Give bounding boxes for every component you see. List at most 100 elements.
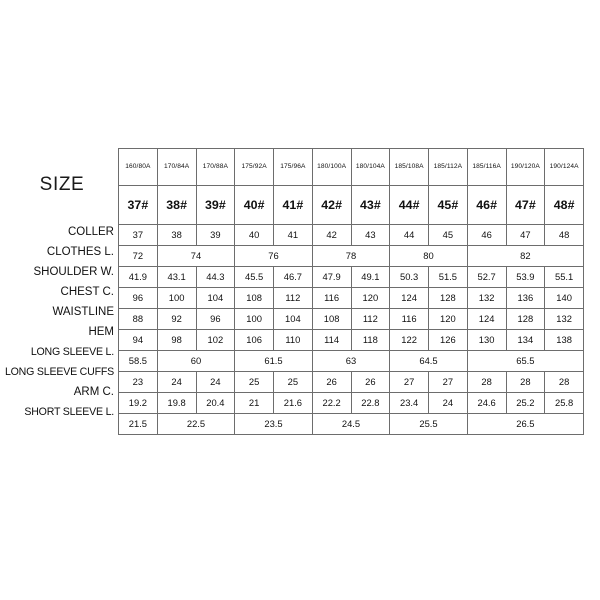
measurement-cell: 80 (389, 245, 468, 267)
measurement-cell: 124 (466, 308, 507, 330)
measurement-cell: 27 (428, 371, 468, 393)
measurement-cell: 130 (466, 329, 507, 351)
measurement-cell: 37 (118, 224, 158, 246)
size-code-cell: 185/108A (389, 148, 429, 186)
row-label: CLOTHES L. (46, 246, 114, 258)
size-code-cell: 175/96A (273, 148, 313, 186)
table-row: 19.2 19.8 20.4 21 21.6 22.2 22.8 23.4 24 24.6 25.2… (118, 392, 584, 414)
size-number-cell: 44# (389, 185, 429, 225)
row-label: SHORT SLEEVE L. (24, 406, 114, 418)
measurement-cell: 128 (505, 308, 546, 330)
measurement-cell: 43.1 (156, 266, 197, 288)
measurement-cell: 114 (311, 329, 352, 351)
size-number-cell: 47# (505, 185, 546, 225)
measurement-cell: 78 (311, 245, 391, 267)
measurement-cell: 27 (389, 371, 429, 393)
measurement-cell: 134 (505, 329, 546, 351)
measurement-cell: 58.5 (118, 350, 158, 372)
size-number-cell: 39# (195, 185, 236, 225)
measurement-cell: 40 (234, 224, 274, 246)
row-label-list: COLLER CLOTHES L. SHOULDER W. CHEST C. WAIST… (4, 222, 116, 422)
measurement-cell: 19.8 (156, 392, 197, 414)
measurement-cell: 72 (118, 245, 158, 267)
measurement-cell: 22.2 (311, 392, 352, 414)
measurement-cell: 120 (350, 287, 391, 309)
measurement-cell: 126 (428, 329, 468, 351)
measurement-cell: 44.3 (195, 266, 236, 288)
measurement-cell: 124 (389, 287, 429, 309)
measurement-cell: 110 (273, 329, 313, 351)
measurement-cell: 94 (118, 329, 158, 351)
measurement-cell: 96 (195, 308, 236, 330)
size-code-cell: 185/112A (428, 148, 468, 186)
measurement-cell: 92 (156, 308, 197, 330)
table-row: 72 74 76 78 80 82 (118, 245, 585, 267)
measurement-cell: 26 (350, 371, 391, 393)
measurement-cell: 51.5 (428, 266, 468, 288)
measurement-cell: 112 (273, 287, 313, 309)
row-label: HEM (88, 326, 114, 338)
table-row: 41.9 43.1 44.3 45.5 46.7 47.9 49.1 50.3 51.5 52.7… (118, 266, 584, 288)
measurement-cell: 136 (505, 287, 546, 309)
measurement-cell: 23.5 (234, 413, 313, 435)
table-row: 88 92 96 100 104 108 112 116 120 124 128 132 (118, 308, 584, 330)
measurement-cell: 25.2 (505, 392, 546, 414)
size-code-cell: 180/104A (350, 148, 391, 186)
measurement-cell: 49.1 (350, 266, 391, 288)
measurement-cell: 112 (350, 308, 391, 330)
measurement-cell: 21.6 (273, 392, 313, 414)
measurement-cell: 128 (428, 287, 468, 309)
row-label-column: SIZE COLLER CLOTHES L. SHOULDER W. CHEST C.… (4, 148, 116, 422)
row-label: WAISTLINE (52, 306, 114, 318)
measurement-cell: 100 (234, 308, 274, 330)
measurement-cell: 120 (428, 308, 468, 330)
size-code-cell: 190/124A (544, 148, 584, 186)
measurement-cell: 25 (234, 371, 274, 393)
measurement-cell: 28 (466, 371, 507, 393)
measurement-cell: 39 (195, 224, 236, 246)
measurement-cell: 44 (389, 224, 429, 246)
measurement-cell: 41.9 (118, 266, 158, 288)
measurement-cell: 96 (118, 287, 158, 309)
measurement-cell: 38 (156, 224, 197, 246)
measurement-cell: 132 (466, 287, 507, 309)
measurement-cell: 45.5 (234, 266, 274, 288)
measurement-cell: 104 (195, 287, 236, 309)
page-title: SIZE (39, 174, 85, 195)
measurement-cell: 26 (311, 371, 352, 393)
measurement-cell: 19.2 (118, 392, 158, 414)
table-row: 58.5 60 61.5 63 64.5 65.5 (118, 350, 585, 372)
measurement-cell: 25.8 (544, 392, 584, 414)
measurement-cell: 52.7 (466, 266, 507, 288)
row-label: ARM C. (73, 386, 114, 398)
row-label: LONG SLEEVE CUFFS (4, 366, 114, 378)
measurement-cell: 60 (156, 350, 236, 372)
measurement-cell: 28 (505, 371, 546, 393)
measurement-cell: 63 (311, 350, 391, 372)
measurement-cell: 138 (544, 329, 584, 351)
size-number-cell: 37# (118, 185, 158, 225)
size-code-cell: 175/92A (234, 148, 274, 186)
size-number-cell: 43# (350, 185, 391, 225)
size-code-cell: 170/88A (195, 148, 236, 186)
measurement-cell: 64.5 (389, 350, 468, 372)
measurement-cell: 46.7 (273, 266, 313, 288)
measurement-cell: 61.5 (234, 350, 313, 372)
measurement-cell: 25.5 (389, 413, 468, 435)
row-label: COLLER (67, 226, 114, 238)
measurement-cell: 116 (311, 287, 352, 309)
size-number-cell: 45# (428, 185, 468, 225)
measurement-cell: 24 (156, 371, 197, 393)
measurement-cell: 106 (234, 329, 274, 351)
measurement-cell: 48 (544, 224, 584, 246)
size-code-cell: 170/84A (156, 148, 197, 186)
size-number-cell: 41# (273, 185, 313, 225)
measurement-cell: 43 (350, 224, 391, 246)
measurement-cell: 46 (466, 224, 507, 246)
table-row: 94 98 102 106 110 114 118 122 126 130 134 138 (118, 329, 584, 351)
measurement-cell: 65.5 (466, 350, 585, 372)
measurement-cell: 21.5 (118, 413, 158, 435)
size-table: 160/80A 170/84A 170/88A 175/92A 175/96A 180/1… (118, 148, 585, 435)
measurement-cell: 42 (311, 224, 352, 246)
